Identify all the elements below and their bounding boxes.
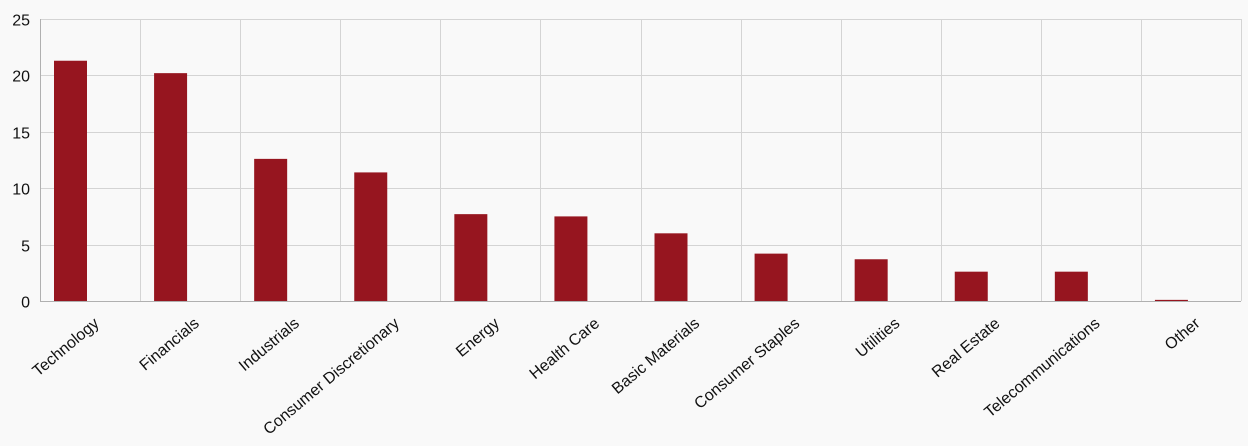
- x-tick-label: Basic Materials: [609, 315, 703, 398]
- bar-telecommunications: [1054, 271, 1088, 301]
- x-tick-label: Real Estate: [929, 315, 1003, 381]
- bar-basic-materials: [654, 233, 688, 301]
- y-tick-label: 20: [12, 69, 30, 86]
- bar-technology: [54, 60, 87, 302]
- x-tick-label: Energy: [453, 315, 503, 361]
- x-axis-category-labels: Technology Financials Industrials Consumer …: [30, 315, 1204, 439]
- y-axis-tick-labels: 0 5 10 15 20 25: [12, 13, 30, 312]
- bar-consumer-discretionary: [354, 172, 388, 301]
- x-tick-label: Industrials: [236, 315, 303, 375]
- x-tick-label: Consumer Staples: [691, 315, 803, 413]
- bar-consumer-staples: [754, 253, 788, 301]
- grid: [40, 19, 1242, 301]
- x-tick-label: Financials: [137, 315, 203, 374]
- y-tick-label: 25: [12, 13, 30, 30]
- bar-health-care: [554, 216, 588, 301]
- bar-industrials: [254, 158, 288, 301]
- axes: [40, 19, 1241, 302]
- x-tick-label: Technology: [30, 315, 103, 380]
- bar-real-estate: [954, 271, 988, 301]
- bars: [54, 60, 1188, 302]
- bar-financials: [154, 73, 188, 301]
- bar-other: [1154, 299, 1188, 301]
- bar-utilities: [854, 259, 888, 301]
- x-tick-label: Utilities: [853, 315, 903, 361]
- bar-energy: [454, 214, 488, 301]
- y-tick-label: 0: [21, 295, 30, 312]
- x-tick-label: Health Care: [527, 315, 603, 383]
- x-tick-label: Other: [1162, 315, 1204, 354]
- y-tick-label: 5: [21, 239, 30, 256]
- y-tick-label: 10: [12, 182, 30, 199]
- y-tick-label: 15: [12, 126, 30, 143]
